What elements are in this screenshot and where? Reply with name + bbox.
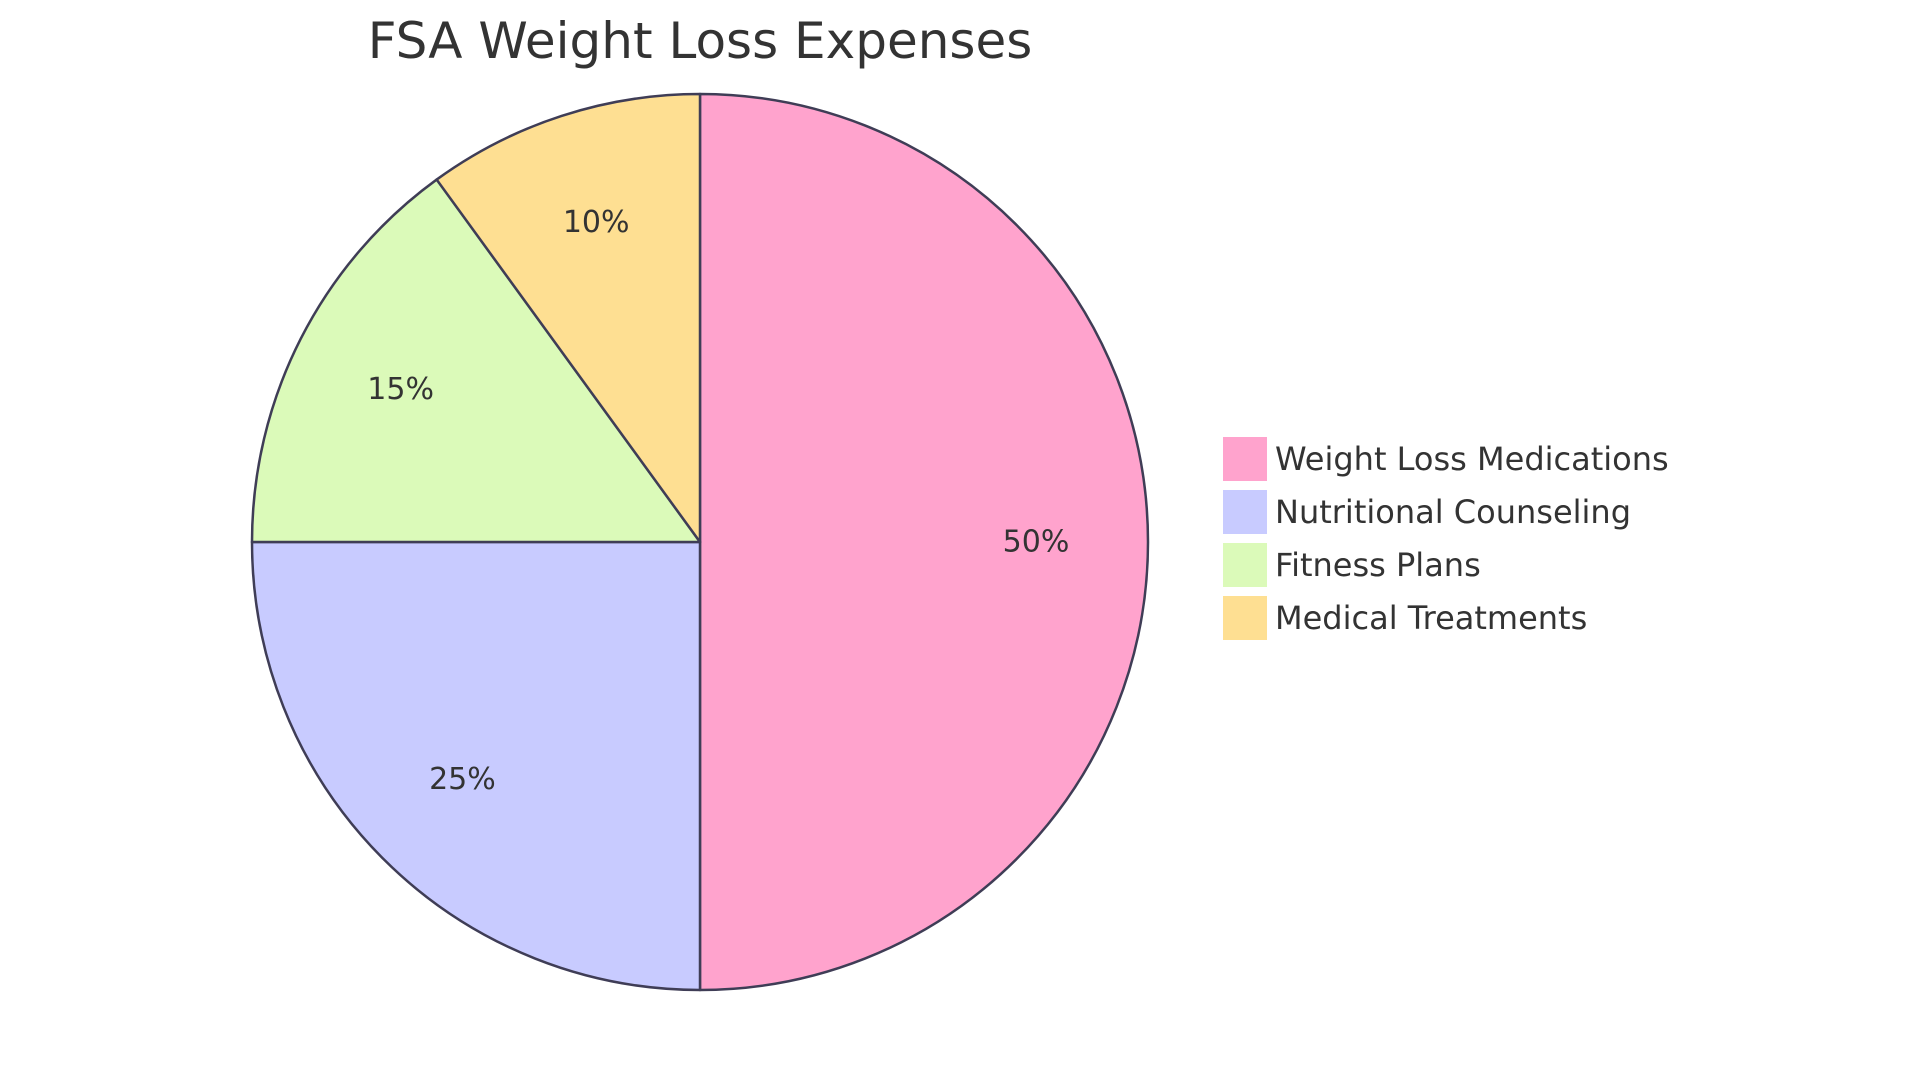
- legend: Weight Loss Medications Nutritional Couns…: [1223, 437, 1669, 640]
- pie-slice-labels: 50% 25% 15% 10%: [367, 205, 1069, 797]
- legend-item-weight-loss-medications: Weight Loss Medications: [1223, 437, 1669, 481]
- slice-label-fitness-plans: 15%: [367, 372, 434, 407]
- legend-label-fitness-plans: Fitness Plans: [1275, 546, 1481, 584]
- chart-title: FSA Weight Loss Expenses: [368, 12, 1033, 70]
- legend-item-nutritional-counseling: Nutritional Counseling: [1223, 490, 1631, 534]
- pie-slice-fitness-plans: [250, 178, 702, 544]
- legend-item-medical-treatments: Medical Treatments: [1223, 596, 1587, 640]
- legend-label-weight-loss-medications: Weight Loss Medications: [1275, 440, 1669, 478]
- slice-label-medical-treatments: 10%: [563, 205, 630, 240]
- pie-slice-nutritional-counseling: [250, 540, 702, 992]
- legend-swatch-weight-loss-medications: [1223, 437, 1267, 481]
- legend-item-fitness-plans: Fitness Plans: [1223, 543, 1481, 587]
- legend-label-nutritional-counseling: Nutritional Counseling: [1275, 493, 1631, 531]
- slice-label-nutritional-counseling: 25%: [429, 762, 496, 797]
- pie-slice-weight-loss-medications: [698, 92, 1150, 992]
- legend-label-medical-treatments: Medical Treatments: [1275, 599, 1587, 637]
- legend-swatch-fitness-plans: [1223, 543, 1267, 587]
- slice-label-weight-loss-medications: 50%: [1003, 525, 1070, 560]
- pie-slice-medical-treatments: [435, 92, 702, 544]
- pie-slices: [250, 92, 1150, 992]
- legend-swatch-medical-treatments: [1223, 596, 1267, 640]
- legend-swatch-nutritional-counseling: [1223, 490, 1267, 534]
